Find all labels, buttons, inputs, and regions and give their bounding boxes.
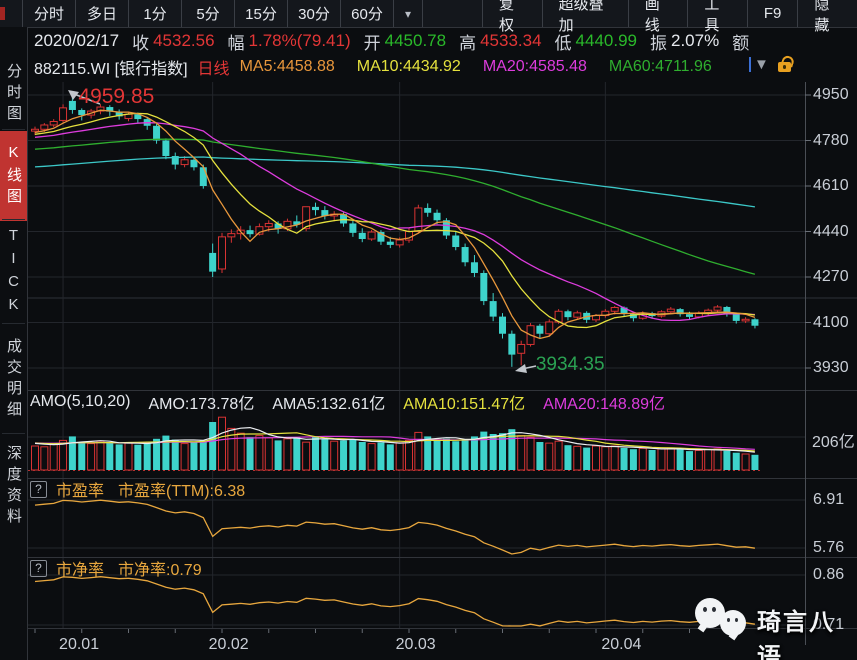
watermark: 琦言八语 [695, 594, 857, 660]
ma-legend-item: MA60:4711.96 [608, 58, 712, 75]
toolbar: 分时 多日 1分 5分 15分 30分 60分 ▾ 复权 超级叠加 画线 工具 F9 隐藏 [0, 0, 857, 34]
date-axis-tick: 20.01 [59, 636, 100, 653]
pe-axis-tick: 6.91 [813, 491, 845, 508]
amo-legend-item: AMO:173.78亿 [148, 396, 255, 413]
ma-legend-item: MA10:4434.92 [356, 58, 461, 75]
quote-收: 收 4532.56 [132, 31, 215, 53]
price-axis-tick: 4950 [813, 86, 849, 103]
period-tab-1分[interactable]: 1分 [128, 0, 181, 27]
volume-axis-tick: 206亿 [812, 434, 855, 452]
more-periods-icon[interactable]: ▾ [393, 0, 423, 27]
annotation-low-price: 3934.35 [535, 354, 605, 375]
chart-controls: ▼ [749, 54, 796, 73]
period-tab-60分[interactable]: 60分 [340, 0, 393, 27]
period-tab-30分[interactable]: 30分 [287, 0, 340, 27]
tool-tab-隐藏[interactable]: 隐藏 [797, 0, 857, 34]
pe-panel-header: ? 市盈率 市盈率(TTM):6.38 [30, 479, 246, 500]
pe-panel-title: 市盈率 [56, 483, 105, 500]
chat-bubble-icon [720, 610, 746, 641]
quote-振: 振 2.07% [649, 31, 720, 53]
chevron-down-icon[interactable]: ▼ [754, 56, 769, 73]
sidebar-divider [2, 129, 25, 130]
candles-layer [31, 92, 759, 367]
help-icon[interactable]: ? [30, 559, 47, 577]
cursor-mark [749, 57, 751, 72]
amo-legend-item: AMO(5,10,20) [30, 393, 131, 410]
date-axis-tick: 20.02 [208, 636, 249, 653]
tool-tab-超级叠加[interactable]: 超级叠加 [541, 0, 628, 34]
price-axis-tick: 4780 [813, 131, 849, 149]
pb-axis-tick: 0.71 [813, 616, 845, 633]
volume-layer [28, 416, 762, 471]
price-axis-tick: 4100 [813, 313, 849, 331]
ratio-lines-layer [34, 499, 755, 627]
quote-开: 开 4450.78 [363, 31, 447, 53]
symbol-name: 882115.WI [银行指数] [34, 61, 188, 78]
amo-legend-item: AMA20:148.89亿 [543, 396, 666, 413]
period-label: 日线 [197, 61, 230, 78]
tool-tab-F9[interactable]: F9 [746, 0, 798, 27]
price-axis-tick: 4270 [813, 268, 849, 285]
tool-tab-工具[interactable]: 工具 [687, 0, 747, 34]
price-axis-tick: 3930 [813, 359, 849, 376]
sidebar-item-成交明细[interactable]: 成交明细 [5, 338, 22, 422]
period-tab-多日[interactable]: 多日 [75, 0, 128, 27]
indicator-bar: 882115.WI [银行指数] 日线 MA5:4458.88 MA10:4434… [27, 54, 857, 80]
tool-tabs: 复权 超级叠加 画线 工具 F9 隐藏 [482, 0, 857, 34]
annotation-high-price: 4959.85 [78, 85, 155, 108]
grid-layer [28, 82, 857, 633]
sidebar-item-深度资料[interactable]: 深度资料 [5, 445, 22, 529]
sidebar-item-TICK[interactable]: TICK [5, 227, 22, 319]
pb-panel-title: 市净率 [56, 562, 105, 579]
quote-date: 2020/02/17 [34, 31, 120, 50]
sidebar-divider [2, 323, 25, 324]
period-tabs: 分时 多日 1分 5分 15分 30分 60分 ▾ [22, 0, 423, 27]
pe-axis-tick: 5.76 [813, 539, 845, 556]
sidebar: 分时图 K线图 TICK 成交明细深度资料 [0, 27, 28, 660]
quote-高: 高 4533.34 [459, 31, 542, 53]
watermark-text: 琦言八语 [757, 609, 835, 660]
sidebar-divider [2, 219, 25, 220]
quote-额: 额 [732, 33, 750, 53]
annotation-arrows [68, 90, 537, 373]
ma-legend-item: MA20:4585.48 [482, 58, 587, 75]
volume-indicator-header: AMO(5,10,20) AMO:173.78亿 AMA5:132.61亿 AMA10… [30, 391, 683, 413]
pb-panel-header: ? 市净率 市净率:0.79 [30, 558, 202, 579]
ma-legend-item: MA5:4458.88 [239, 58, 335, 75]
tool-tab-画线[interactable]: 画线 [627, 0, 688, 34]
date-axis-tick: 20.03 [395, 636, 436, 653]
sidebar-item-分时图[interactable]: 分时图 [5, 62, 22, 126]
quote-幅: 幅 1.78%(79.41) [227, 31, 351, 53]
date-axis-tick: 20.04 [601, 636, 642, 653]
sidebar-item-K线图[interactable]: K线图 [0, 131, 27, 221]
period-tab-15分[interactable]: 15分 [234, 0, 287, 27]
lock-icon[interactable] [777, 54, 796, 73]
tool-tab-复权[interactable]: 复权 [482, 0, 542, 34]
period-tab-5分[interactable]: 5分 [181, 0, 234, 27]
price-axis-tick: 4440 [813, 222, 849, 240]
quote-info-bar: 2020/02/17 收 4532.56 幅 1.78%(79.41) 开 4450.78 高… [27, 28, 857, 54]
price-axis-tick: 4610 [813, 177, 849, 194]
pe-value: 市盈率(TTM):6.38 [118, 483, 246, 500]
ma-legend: MA5:4458.88 MA10:4434.92 MA20:4585.48 MA60:… [240, 58, 734, 76]
amo-legend-item: AMA10:151.47亿 [403, 396, 526, 413]
sidebar-divider [2, 433, 25, 434]
amo-legend-item: AMA5:132.61亿 [272, 396, 386, 413]
help-icon[interactable]: ? [30, 480, 47, 498]
quote-低: 低 4440.99 [554, 31, 637, 53]
price-ma-layer [34, 109, 756, 340]
pb-axis-tick: 0.86 [813, 566, 845, 583]
lock-keyhole [782, 65, 786, 69]
window-edge-mark [0, 7, 5, 20]
period-tab-分时[interactable]: 分时 [22, 0, 75, 27]
pb-value: 市净率:0.79 [118, 562, 202, 579]
